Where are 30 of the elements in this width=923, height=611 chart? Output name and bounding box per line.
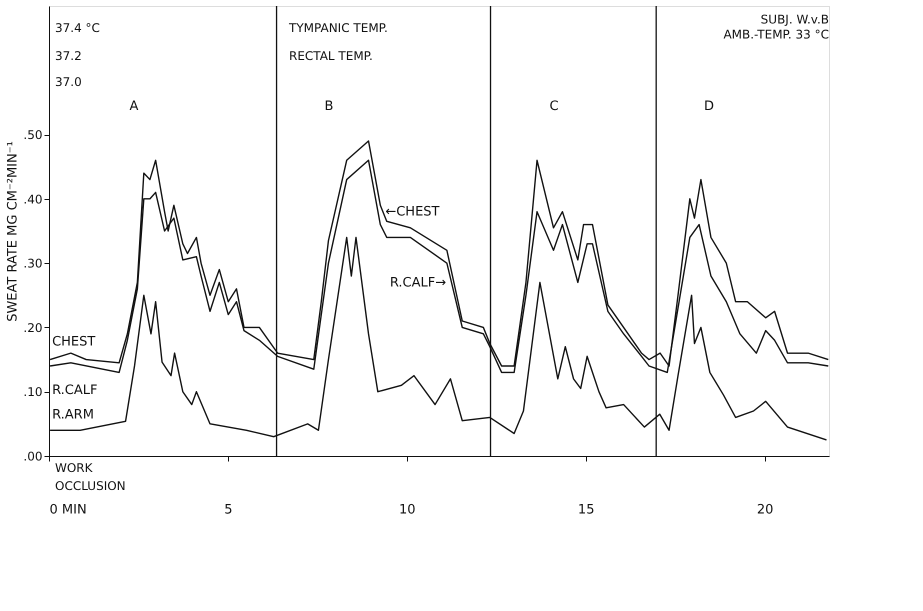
y-tick-label: .10 <box>23 385 42 400</box>
y-tick-label: .40 <box>23 192 42 206</box>
annotation: 37.0 <box>55 75 82 89</box>
x-tick-label: 20 <box>756 502 774 518</box>
series-label: R.ARM <box>52 407 94 422</box>
annotation: C <box>549 99 559 114</box>
annotation: ←CHEST <box>385 204 440 220</box>
annotation: A <box>130 99 139 114</box>
annotation: 37.2 <box>55 49 82 63</box>
x-tick-label: 5 <box>224 502 233 518</box>
x-tick-label: 10 <box>399 502 416 518</box>
text: OCCLUSION <box>55 479 126 493</box>
annotation: D <box>704 99 714 114</box>
annotation: TYMPANIC TEMP. <box>288 21 388 35</box>
y-tick-label: .50 <box>23 128 42 142</box>
text: WORK <box>55 461 94 475</box>
y-tick-label: .20 <box>23 320 42 335</box>
series-label: CHEST <box>52 334 96 350</box>
text: SUBJ. W.v.B <box>760 12 829 26</box>
series-label: R.CALF <box>52 383 98 398</box>
annotation: R.CALF→ <box>390 275 446 290</box>
annotation: 37.4 °C <box>55 21 100 35</box>
y-tick-label: .30 <box>23 256 42 271</box>
annotation: RECTAL TEMP. <box>289 49 373 63</box>
text: AMB.-TEMP. 33 °C <box>723 27 829 42</box>
x-tick-label: 0 MIN <box>50 502 87 518</box>
x-tick-label: 15 <box>578 502 594 518</box>
annotation: B <box>324 99 334 114</box>
y-tick-label: .00 <box>23 450 42 464</box>
y-axis-title: SWEAT RATE MG CM⁻²MIN⁻¹ <box>5 141 20 322</box>
